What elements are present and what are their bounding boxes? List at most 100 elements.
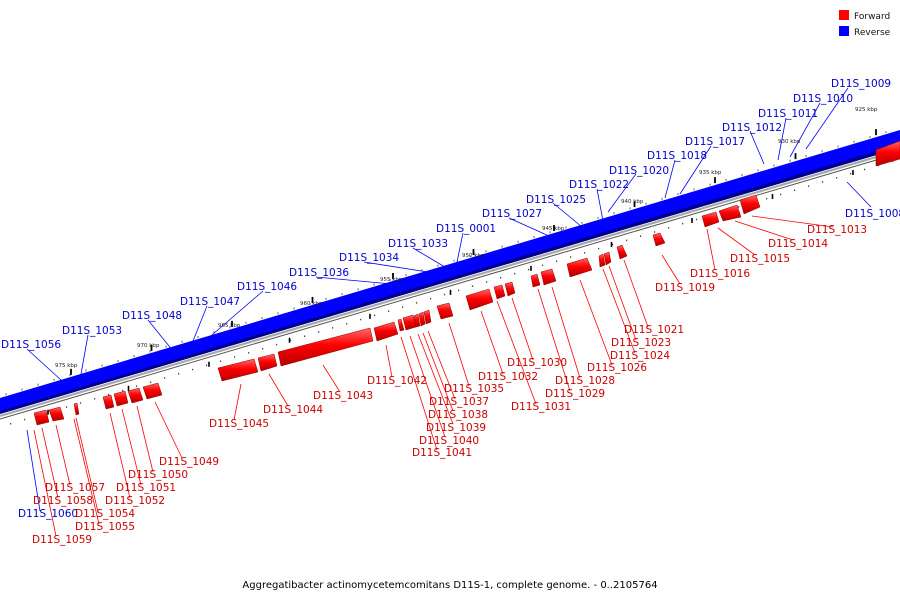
gene-block-D11S_1014[interactable]: [739, 194, 761, 215]
gene-label-D11S_1038[interactable]: D11S_1038: [428, 409, 488, 421]
gene-block-D11S_1051[interactable]: [113, 390, 129, 407]
gene-block-D11S_1021[interactable]: [616, 244, 628, 260]
legend-label-reverse: Reverse: [854, 28, 891, 38]
gene-block-D11S_1023[interactable]: [603, 251, 612, 266]
gene-label-D11S_1051[interactable]: D11S_1051: [116, 482, 176, 494]
gene-block-D11S_1024[interactable]: [598, 253, 606, 268]
gene-label-D11S_1022[interactable]: D11S_1022: [569, 179, 629, 191]
gene-label-D11S_1055[interactable]: D11S_1055: [75, 521, 135, 533]
gene-label-D11S_1037[interactable]: D11S_1037: [429, 396, 489, 408]
gene-block-D11S_1029[interactable]: [530, 273, 541, 288]
gene-block-D11S_1031[interactable]: [465, 288, 494, 311]
gene-block-D11S_1032[interactable]: [493, 284, 506, 300]
gene-label-D11S_1010[interactable]: D11S_1010: [793, 93, 853, 105]
gene-label-D11S_1052[interactable]: D11S_1052: [105, 495, 165, 507]
lower-tick: [668, 227, 670, 229]
gene-label-D11S_1048[interactable]: D11S_1048: [122, 310, 182, 322]
gene-label-D11S_1028[interactable]: D11S_1028: [555, 375, 615, 387]
gene-block-D11S_1050[interactable]: [127, 387, 144, 404]
gene-block-D11S_1038[interactable]: [418, 311, 426, 327]
gene-label-D11S_1033[interactable]: D11S_1033: [388, 238, 448, 250]
gene-label-D11S_1046[interactable]: D11S_1046: [237, 281, 297, 293]
lower-tick: [108, 393, 110, 396]
gene-label-D11S_1025[interactable]: D11S_1025: [526, 194, 586, 206]
gene-label-D11S_1009[interactable]: D11S_1009: [831, 78, 891, 90]
gene-label-D11S_1060[interactable]: D11S_1060: [18, 508, 78, 520]
gene-label-D11S_1020[interactable]: D11S_1020: [609, 165, 669, 177]
gene-label-D11S_1042[interactable]: D11S_1042: [367, 375, 427, 387]
gene-block-D11S_1030[interactable]: [504, 281, 516, 297]
gene-label-D11S_1056[interactable]: D11S_1056: [1, 339, 61, 351]
legend: Forward Reverse: [839, 10, 891, 38]
lower-tick: [556, 260, 558, 262]
lower-tick: [206, 364, 208, 367]
gene-block-D11S_1045[interactable]: [217, 358, 259, 382]
reverse-strand-band: [0, 130, 900, 414]
gene-block-D11S_1042[interactable]: [373, 321, 399, 342]
gene-label-D11S_1030[interactable]: D11S_1030: [507, 357, 567, 369]
gene-block-D11S_1013[interactable]: [875, 140, 900, 167]
gene-label-D11S_1016[interactable]: D11S_1016: [690, 268, 750, 280]
gene-label-D11S_1050[interactable]: D11S_1050: [128, 469, 188, 481]
gene-label-D11S_1045[interactable]: D11S_1045: [209, 418, 269, 430]
gene-label-D11S_1040[interactable]: D11S_1040: [419, 435, 479, 447]
gene-label-D11S_1023[interactable]: D11S_1023: [611, 337, 671, 349]
gene-block-D11S_1035[interactable]: [436, 302, 454, 320]
gene-block-D11S_1026[interactable]: [566, 257, 593, 278]
gene-label-D11S_1035[interactable]: D11S_1035: [444, 383, 504, 395]
gene-block-D11S_1041[interactable]: [397, 318, 405, 332]
gene-block-D11S_1015[interactable]: [718, 204, 742, 222]
gene-label-D11S_1018[interactable]: D11S_1018: [647, 150, 707, 162]
gene-label-D11S_1053[interactable]: D11S_1053: [62, 325, 122, 337]
gene-label-D11S_1058[interactable]: D11S_1058: [33, 495, 93, 507]
gene-label-D11S_1027[interactable]: D11S_1027: [482, 208, 542, 220]
gene-block-D11S_1052[interactable]: [102, 394, 115, 410]
gene-label-D11S_1039[interactable]: D11S_1039: [426, 422, 486, 434]
gene-label-D11S_1014[interactable]: D11S_1014: [768, 238, 828, 250]
lower-tick: [598, 247, 600, 250]
gene-label-D11S_1012[interactable]: D11S_1012: [722, 122, 782, 134]
gene-block-D11S_1054[interactable]: [73, 402, 80, 416]
gene-block-D11S_1058[interactable]: [33, 409, 50, 426]
gene-label-D11S_1036[interactable]: D11S_1036: [289, 267, 349, 279]
gene-label-D11S_1017[interactable]: D11S_1017: [685, 136, 745, 148]
gene-label-D11S_1024[interactable]: D11S_1024: [610, 350, 670, 362]
gene-label-D11S_1034[interactable]: D11S_1034: [339, 252, 399, 264]
lower-tick: [150, 381, 152, 383]
gene-label-D11S_1019[interactable]: D11S_1019: [655, 282, 715, 294]
gene-label-D11S_1044[interactable]: D11S_1044: [263, 404, 323, 416]
gene-label-D11S_1015[interactable]: D11S_1015: [730, 253, 790, 265]
gene-block-D11S_1028[interactable]: [540, 268, 557, 286]
gene-label-D11S_1013[interactable]: D11S_1013: [807, 224, 867, 236]
gene-block-D11S_1037[interactable]: [423, 309, 432, 325]
lower-tick: [94, 398, 96, 400]
gene-label-D11S_1041[interactable]: D11S_1041: [412, 447, 472, 459]
gene-label-D11S_1026[interactable]: D11S_1026: [587, 362, 647, 374]
gene-label-D11S_1031[interactable]: D11S_1031: [511, 401, 571, 413]
gene-block-D11S_1057[interactable]: [48, 406, 65, 422]
gene-label-D11S_1059[interactable]: D11S_1059: [32, 534, 92, 546]
gene-block-D11S_1016[interactable]: [701, 211, 720, 228]
gene-label-D11S_1047[interactable]: D11S_1047: [180, 296, 240, 308]
lower-tick: [136, 385, 138, 388]
lower-tick: [304, 335, 306, 337]
gene-label-D11S_1057[interactable]: D11S_1057: [45, 482, 105, 494]
gene-label-D11S_1029[interactable]: D11S_1029: [545, 388, 605, 400]
gene-block-D11S_1043[interactable]: [277, 327, 374, 367]
gene-label-D11S_1032[interactable]: D11S_1032: [478, 371, 538, 383]
gene-block-D11S_1049[interactable]: [142, 382, 163, 400]
gene-block-D11S_1040[interactable]: [402, 314, 417, 331]
lower-tick: [290, 339, 292, 342]
gene-label-D11S_1049[interactable]: D11S_1049: [159, 456, 219, 468]
tick-label-940: 940 kbp: [621, 199, 644, 205]
lower-tick: [514, 272, 516, 275]
gene-label-D11S_1043[interactable]: D11S_1043: [313, 390, 373, 402]
lower-tick: [346, 322, 348, 325]
gene-label-D11S_1054[interactable]: D11S_1054: [75, 508, 135, 520]
gene-label-D11S_1021[interactable]: D11S_1021: [624, 324, 684, 336]
gene-block-D11S_1044[interactable]: [257, 353, 278, 372]
gene-label-D11S_1011[interactable]: D11S_1011: [758, 108, 818, 120]
gene-block-D11S_1019[interactable]: [652, 232, 666, 247]
gene-label-D11S_1008[interactable]: D11S_1008: [845, 208, 900, 220]
gene-label-D11S_0001[interactable]: D11S_0001: [436, 223, 496, 235]
